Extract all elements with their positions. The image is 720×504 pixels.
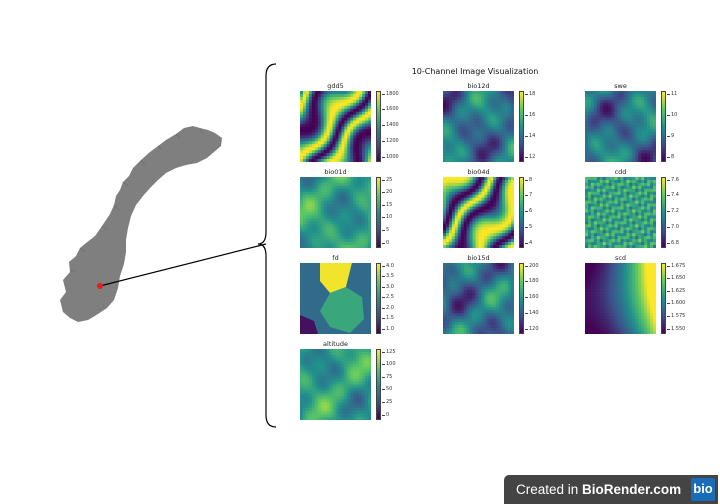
- colorbar-tick: 180: [525, 278, 539, 285]
- colorbar-tick: 1800: [382, 90, 399, 97]
- colorbar-tick: 4: [524, 239, 533, 246]
- colorbar-tick: 1.650: [666, 275, 686, 282]
- colorbar-tick: 160: [525, 294, 539, 300]
- colorbar-tick: 2.5: [382, 294, 394, 300]
- colorbar-tick: 7.6: [667, 176, 679, 183]
- colorbar-scd: [661, 263, 666, 334]
- colorbar-bio01d: [376, 177, 381, 248]
- connector-line: [99, 243, 267, 287]
- panel-title-bio01d: bio01d: [324, 168, 347, 176]
- colorbar-tick: 6.8: [667, 239, 679, 246]
- colorbar-tick: 100: [382, 361, 396, 368]
- colorbar-tick: 1.575: [666, 312, 686, 319]
- colorbar-tick: 1.5: [382, 315, 394, 321]
- footer-prefix: Created in: [516, 482, 583, 497]
- biorender-footer: Created in BioRender.com bio: [504, 475, 718, 504]
- figure-title: 10-Channel Image Visualization: [411, 67, 539, 76]
- heatmap-altitude: [300, 349, 371, 420]
- heatmap-scd: [585, 263, 656, 334]
- colorbar-tick: 4.0: [382, 262, 394, 269]
- colorbar-tick: 1.550: [666, 325, 686, 332]
- colorbar-cdd: [661, 177, 666, 248]
- heatmap-bio12d: [443, 91, 514, 162]
- norway-map: [60, 126, 222, 322]
- colorbar-tick: 7.4: [667, 192, 679, 199]
- colorbar-tick: 11: [666, 90, 678, 97]
- colorbar-tick: 10: [381, 214, 393, 221]
- colorbar-tick: 25: [381, 176, 393, 183]
- heatmap-swe: [585, 91, 656, 162]
- colorbar-fd: [376, 263, 381, 334]
- colorbar-tick: 3.0: [382, 283, 394, 290]
- colorbar-tick: 125: [382, 348, 396, 355]
- colorbar-bio12d: [519, 91, 524, 162]
- panel-title-scd: scd: [614, 254, 627, 262]
- colorbar-tick: 5: [381, 226, 390, 233]
- colorbar-swe: [661, 91, 666, 162]
- colorbar-tick: 15: [381, 201, 393, 208]
- colorbar-tick: 5: [524, 223, 533, 230]
- colorbar-tick: 18: [524, 90, 536, 97]
- heatmap-cdd: [585, 177, 656, 248]
- panel-title-bio15d: bio15d: [467, 254, 490, 262]
- panel-title-bio04d: bio04d: [467, 168, 490, 176]
- colorbar-tick: 12: [524, 153, 536, 160]
- colorbar-tick: 50: [381, 386, 393, 393]
- colorbar-tick: 1.600: [666, 300, 686, 307]
- colorbar-tick: 8: [524, 176, 533, 183]
- heatmap-bio04d: [443, 177, 514, 248]
- footer-brand: BioRender.com: [582, 482, 682, 497]
- heatmap-fd: [300, 263, 371, 334]
- colorbar-tick: 25: [381, 398, 393, 405]
- colorbar-tick: 140: [525, 309, 539, 316]
- heatmap-gdd5: [300, 91, 371, 162]
- colorbar-tick: 1.625: [666, 287, 686, 294]
- colorbar-tick: 0: [381, 411, 390, 418]
- footer-text: Created in BioRender.com: [516, 482, 681, 497]
- colorbar-gdd5: [376, 91, 381, 162]
- colorbar-tick: 14: [524, 132, 536, 139]
- colorbar-tick: 1.675: [666, 262, 686, 269]
- colorbar-tick: 7.2: [667, 208, 679, 214]
- map-coastline-detail: [69, 127, 204, 273]
- colorbar-tick: 1200: [382, 137, 399, 144]
- panel-title-fd: fd: [332, 254, 339, 262]
- colorbar-tick: 7.0: [667, 223, 679, 230]
- colorbar-tick: 3.5: [382, 273, 394, 279]
- heatmap-bio01d: [300, 177, 371, 248]
- colorbar-altitude: [376, 349, 381, 420]
- panel-title-cdd: cdd: [614, 168, 627, 176]
- colorbar-tick: 10: [666, 111, 678, 118]
- panel-title-swe: swe: [614, 82, 627, 90]
- colorbar-tick: 8: [666, 153, 675, 160]
- panel-title-altitude: altitude: [323, 340, 348, 348]
- colorbar-bio15d: [519, 263, 524, 334]
- colorbar-tick: 1600: [382, 106, 399, 113]
- location-marker: [97, 283, 103, 289]
- colorbar-tick: 2.0: [382, 304, 394, 311]
- colorbar-tick: 16: [524, 111, 536, 118]
- colorbar-tick: 6: [524, 208, 533, 214]
- colorbar-tick: 0: [381, 239, 390, 246]
- heatmap-bio15d: [443, 263, 514, 334]
- colorbar-tick: 1400: [382, 122, 399, 128]
- panel-title-bio12d: bio12d: [467, 82, 490, 90]
- colorbar-tick: 75: [381, 373, 393, 380]
- colorbar-tick: 1.0: [382, 325, 394, 332]
- curly-brace: [257, 63, 277, 428]
- colorbar-tick: 1000: [382, 153, 399, 160]
- colorbar-tick: 200: [525, 262, 539, 269]
- colorbar-tick: 7: [524, 192, 533, 199]
- colorbar-tick: 9: [666, 132, 675, 139]
- panel-title-gdd5: gdd5: [327, 82, 344, 90]
- colorbar-bio04d: [519, 177, 524, 248]
- colorbar-tick: 120: [525, 325, 539, 332]
- colorbar-tick: 20: [381, 189, 393, 196]
- biorender-logo: bio: [691, 478, 715, 501]
